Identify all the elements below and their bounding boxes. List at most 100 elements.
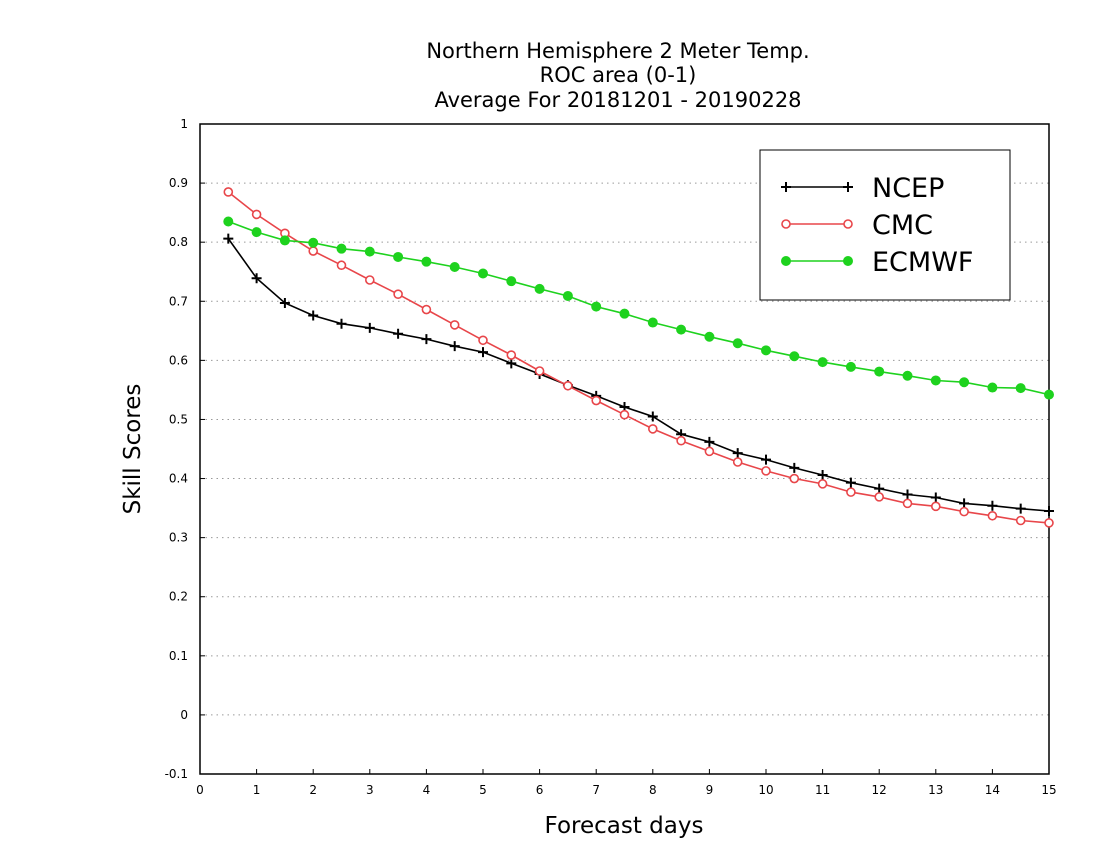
data-point <box>251 273 262 284</box>
data-point <box>987 382 998 393</box>
data-point <box>251 227 262 238</box>
legend-box <box>759 149 1011 301</box>
data-point <box>781 219 791 229</box>
x-tick-label: 9 <box>706 783 714 797</box>
data-point <box>478 347 488 358</box>
data-point <box>987 500 998 511</box>
legend-item-ecmwf: ECMWF <box>781 247 973 278</box>
data-point <box>1044 506 1054 517</box>
chart-title-line-2: ROC area (0-1) <box>540 63 697 87</box>
series-ncep <box>223 233 1054 517</box>
data-point <box>506 276 517 287</box>
data-point <box>761 454 771 465</box>
data-point <box>619 409 630 420</box>
data-point <box>421 334 432 345</box>
data-point <box>393 328 404 339</box>
data-point <box>959 377 970 388</box>
data-point <box>647 317 658 328</box>
data-point <box>223 233 234 244</box>
data-point <box>930 492 941 503</box>
data-point <box>817 357 828 368</box>
data-point <box>562 290 573 301</box>
data-point <box>874 366 885 377</box>
data-point <box>534 366 545 376</box>
y-tick-label: 0.5 <box>169 412 188 426</box>
data-point <box>789 473 800 484</box>
data-point <box>506 358 517 369</box>
data-point <box>902 370 913 381</box>
x-tick-label: 4 <box>423 783 431 797</box>
data-point <box>449 320 460 330</box>
data-point <box>704 331 715 342</box>
data-point <box>591 301 602 312</box>
axis-ticks: -0.100.10.20.30.40.50.60.70.80.910 1 2 3 4 5 6… <box>165 117 1057 797</box>
y-tick-label: -0.1 <box>165 767 188 781</box>
data-point <box>251 209 262 220</box>
x-tick-label: 14 <box>985 783 1000 797</box>
x-tick-label: 5 <box>479 783 487 797</box>
data-point <box>761 345 771 356</box>
data-point <box>279 235 290 246</box>
data-point <box>223 187 234 197</box>
legend-label: CMC <box>872 210 933 241</box>
data-point <box>506 350 517 360</box>
chart-title-line-3: Average For 20181201 - 20190228 <box>434 88 801 112</box>
x-tick-label: 13 <box>928 783 943 797</box>
data-point <box>845 477 856 488</box>
legend: NCEP CMC ECMWF <box>759 149 1011 301</box>
data-point <box>279 298 290 309</box>
data-point <box>732 457 743 467</box>
x-axis-label: Forecast days <box>545 813 704 839</box>
x-tick-label: 7 <box>592 783 600 797</box>
data-point <box>987 510 998 521</box>
data-point <box>647 424 658 434</box>
y-tick-label: 1 <box>180 117 188 131</box>
data-point <box>364 322 375 333</box>
data-point <box>930 501 941 512</box>
data-point <box>223 216 234 227</box>
data-point <box>1044 389 1054 400</box>
data-point <box>843 219 853 229</box>
data-point <box>478 268 488 279</box>
data-point <box>902 489 913 500</box>
y-tick-label: 0.6 <box>169 353 188 367</box>
data-point <box>732 448 743 459</box>
data-point <box>676 324 687 335</box>
y-tick-label: 0.1 <box>169 649 188 663</box>
y-tick-label: 0.7 <box>169 294 188 308</box>
data-point <box>781 256 791 266</box>
data-point <box>817 470 828 480</box>
x-tick-label: 8 <box>649 783 657 797</box>
legend-item-ncep: NCEP <box>781 173 944 204</box>
data-point <box>930 375 941 386</box>
x-tick-label: 15 <box>1041 783 1056 797</box>
data-point <box>619 308 630 319</box>
data-point <box>843 256 853 266</box>
data-point <box>563 380 573 391</box>
data-point <box>1044 518 1054 528</box>
data-point <box>846 487 856 497</box>
data-point <box>534 283 545 294</box>
data-point <box>789 351 800 362</box>
legend-items: NCEP CMC ECMWF <box>781 173 973 278</box>
data-point <box>959 498 970 509</box>
y-tick-label: 0 <box>180 708 188 722</box>
data-point <box>959 506 969 517</box>
y-tick-label: 0.2 <box>169 590 188 604</box>
data-point <box>336 243 347 254</box>
data-point <box>843 182 853 192</box>
data-point <box>704 436 715 447</box>
data-point <box>308 237 319 248</box>
y-tick-label: 0.3 <box>169 531 188 545</box>
data-point <box>449 262 460 272</box>
series-ecmwf <box>223 216 1054 400</box>
y-axis-label: Skill Scores <box>120 384 146 515</box>
data-point <box>732 338 743 349</box>
data-point <box>647 411 658 422</box>
data-point <box>845 361 856 372</box>
legend-label: ECMWF <box>872 247 973 278</box>
data-point <box>591 395 602 406</box>
y-tick-label: 0.4 <box>169 472 188 486</box>
x-tick-label: 0 <box>196 783 204 797</box>
